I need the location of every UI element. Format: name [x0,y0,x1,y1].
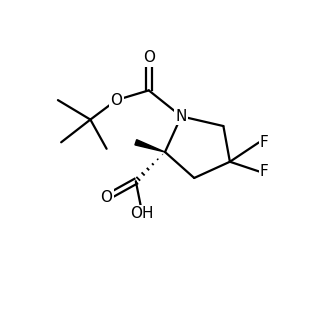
Text: O: O [143,50,155,65]
Polygon shape [135,140,165,152]
Text: F: F [259,164,268,179]
Text: O: O [110,93,122,108]
Text: F: F [259,135,268,150]
Text: OH: OH [131,206,154,221]
Text: O: O [101,190,113,205]
Text: N: N [176,109,187,124]
